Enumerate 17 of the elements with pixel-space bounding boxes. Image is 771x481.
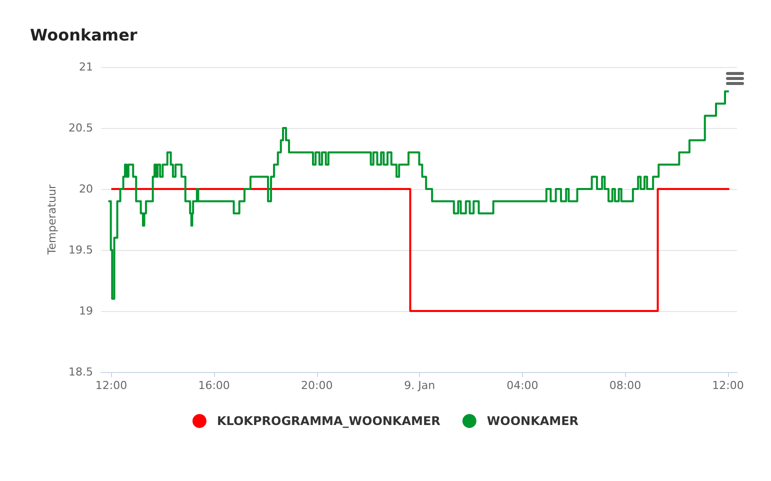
y-tick-label: 19.5: [68, 244, 93, 256]
y-tick-label: 18.5: [68, 366, 93, 378]
x-tick-label: 16:00: [198, 379, 230, 392]
x-tick-label: 9. Jan: [404, 379, 436, 392]
x-tick-label: 20:00: [301, 379, 333, 392]
y-tick-label: 20.5: [68, 122, 93, 134]
chart-title: Woonkamer: [30, 26, 138, 44]
y-tick-label: 19: [79, 304, 93, 318]
x-tick-label: 08:00: [609, 379, 642, 392]
legend-label: WOONKAMER: [486, 414, 579, 428]
x-tick-label: 12:00: [95, 379, 128, 392]
x-tick-label: 12:00: [712, 379, 744, 392]
legend-label: KLOKPROGRAMMA_WOONKAMER: [216, 414, 440, 428]
x-tick-label: 04:00: [506, 379, 538, 392]
y-tick-label: 21: [79, 60, 93, 74]
y-axis-title: Temperatuur: [46, 184, 59, 256]
y-tick-label: 20: [79, 182, 93, 196]
